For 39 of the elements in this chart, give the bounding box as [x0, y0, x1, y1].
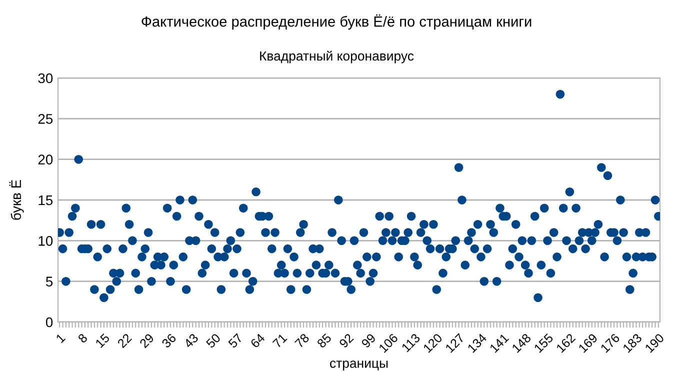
y-tick-label: 15 [38, 195, 53, 206]
x-tick-label: 176 [600, 333, 620, 353]
y-tick-label: 10 [38, 236, 53, 246]
x-tick-label: 64 [250, 332, 266, 348]
x-tick-label: 15 [95, 333, 110, 348]
x-tick-label: 8 [77, 333, 88, 344]
chart-title: Фактическое распределение букв Ё/ё по страницам книги [142, 14, 532, 30]
x-tick-label: 57 [228, 333, 244, 348]
x-tick-label: 155 [534, 333, 554, 353]
x-tick-label: 43 [183, 333, 199, 349]
x-tick-label: 113 [401, 333, 421, 352]
x-tick-label: 148 [512, 333, 532, 353]
x-tick-label: 36 [161, 333, 177, 348]
x-tick-label: 1 [56, 333, 66, 344]
x-tick-label: 169 [578, 333, 598, 353]
y-axis-title: букв Ё [9, 180, 24, 220]
x-tick-label: 120 [422, 332, 443, 353]
y-tick-label: 25 [38, 114, 53, 124]
x-tick-label: 78 [294, 333, 310, 348]
x-tick-label: 141 [489, 333, 510, 353]
x-tick-label: 183 [622, 333, 642, 353]
x-tick-label: 134 [467, 332, 488, 353]
x-tick-label: 92 [338, 333, 354, 348]
x-tick-label: 162 [556, 333, 576, 353]
y-tick-label: 0 [46, 317, 53, 328]
x-tick-label: 29 [139, 333, 154, 348]
x-axis-title: страницы [330, 360, 388, 370]
x-tick-label: 99 [360, 333, 376, 348]
x-tick-label: 127 [444, 333, 465, 353]
x-tick-label: 106 [378, 333, 398, 353]
chart-subtitle: Квадратный коронавирус [260, 50, 414, 64]
x-tick-label: 71 [272, 333, 288, 348]
y-tick-label: 5 [46, 276, 53, 287]
y-tick-label: 30 [38, 73, 53, 84]
x-tick-label: 50 [206, 332, 221, 348]
x-tick-label: 22 [116, 333, 132, 348]
x-tick-label: 85 [316, 333, 332, 348]
y-tick-label: 20 [38, 154, 53, 165]
x-tick-label: 190 [644, 332, 665, 353]
